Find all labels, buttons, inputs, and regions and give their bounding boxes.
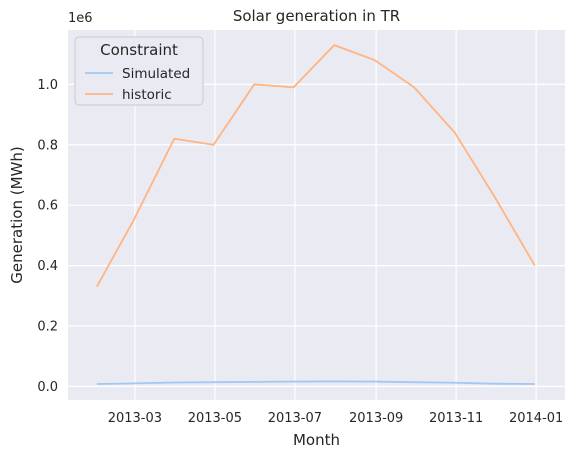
legend-label: Simulated: [122, 66, 190, 82]
y-tick-label: 0.6: [37, 199, 58, 214]
chart-title: Solar generation in TR: [233, 7, 400, 25]
legend-title: Constraint: [100, 41, 178, 59]
x-axis-label: Month: [293, 431, 340, 449]
legend: Constraint Simulated historic: [74, 36, 204, 106]
y-tick-label: 0.2: [37, 320, 58, 335]
y-tick-label: 1.0: [37, 78, 58, 93]
x-tick-label: 2014-01: [509, 411, 563, 426]
legend-label: historic: [122, 87, 172, 103]
legend-items: Simulated historic: [85, 66, 190, 103]
y-tick-label: 0.4: [37, 259, 58, 274]
x-tick-labels: 2013-03 2013-05 2013-07 2013-09 2013-11 2014-…: [108, 411, 564, 426]
x-tick-label: 2013-07: [268, 411, 322, 426]
x-tick-label: 2013-11: [429, 411, 483, 426]
x-tick-label: 2013-05: [188, 411, 242, 426]
x-tick-label: 2013-09: [349, 411, 403, 426]
x-tick-label: 2013-03: [108, 411, 162, 426]
y-tick-label: 0.0: [37, 380, 58, 395]
series-line-simulated: [96, 380, 535, 385]
y-tick-label: 0.8: [37, 138, 58, 153]
y-axis-label: Generation (MWh): [8, 146, 26, 283]
y-tick-labels: 0.0 0.2 0.4 0.6 0.8 1.0: [37, 78, 58, 395]
series-line-historic: [96, 44, 536, 288]
legend-box: [74, 36, 204, 106]
series-layer: [96, 44, 536, 385]
grid: [68, 30, 565, 400]
y-offset-label: 1e6: [68, 11, 93, 26]
